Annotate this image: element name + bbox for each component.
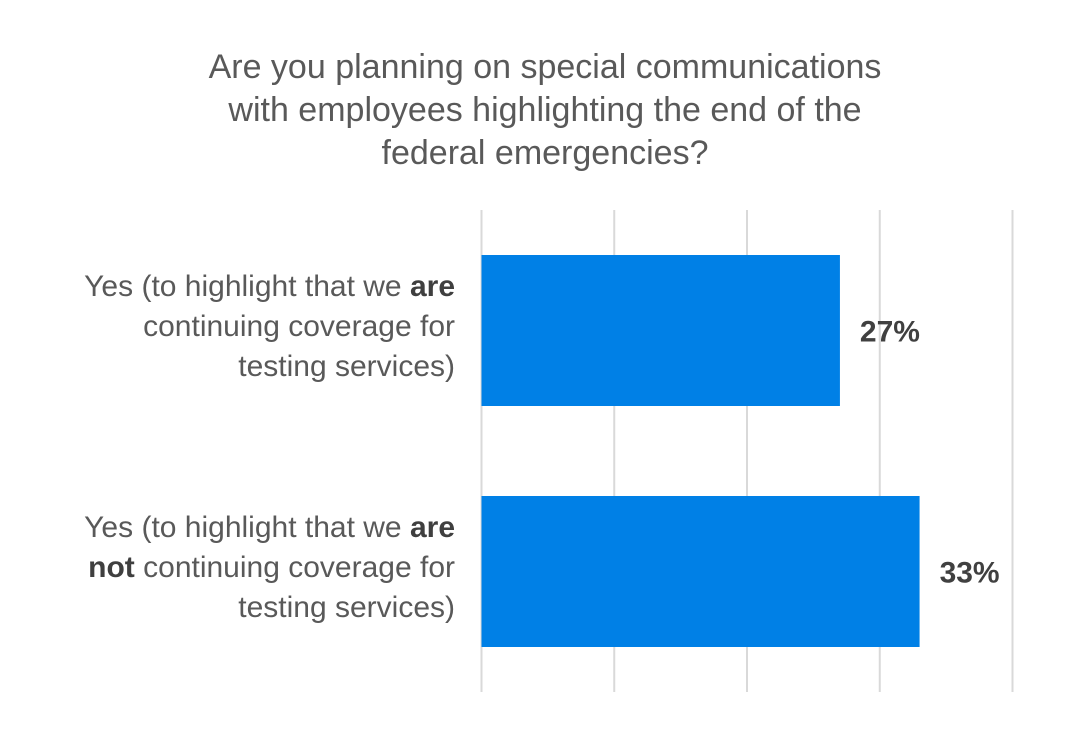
chart-title-line-3: federal emergencies? bbox=[381, 134, 709, 172]
bar-0 bbox=[481, 255, 840, 406]
category-label-0-line-2: testing services) bbox=[238, 350, 455, 383]
category-label-1: Yes (to highlight that we are not continu… bbox=[15, 508, 455, 628]
category-label-1-line-0: Yes (to highlight that we are bbox=[84, 511, 455, 544]
chart-title-line-2: with employees highlighting the end of t… bbox=[228, 91, 862, 129]
value-label-1: 33% bbox=[940, 557, 1000, 590]
bar-1 bbox=[481, 496, 920, 647]
value-label-0: 27% bbox=[860, 316, 920, 349]
category-label-0: Yes (to highlight that we are continuing … bbox=[15, 267, 455, 387]
chart-title-line-1: Are you planning on special communicatio… bbox=[208, 48, 882, 86]
category-label-0-line-0: Yes (to highlight that we are bbox=[84, 270, 455, 303]
category-label-1-line-2: testing services) bbox=[238, 591, 455, 624]
category-label-1-line-1: not continuing coverage for bbox=[88, 551, 455, 584]
category-label-0-line-1: continuing coverage for bbox=[143, 310, 455, 343]
chart-title: Are you planning on special communicatio… bbox=[0, 46, 1081, 175]
